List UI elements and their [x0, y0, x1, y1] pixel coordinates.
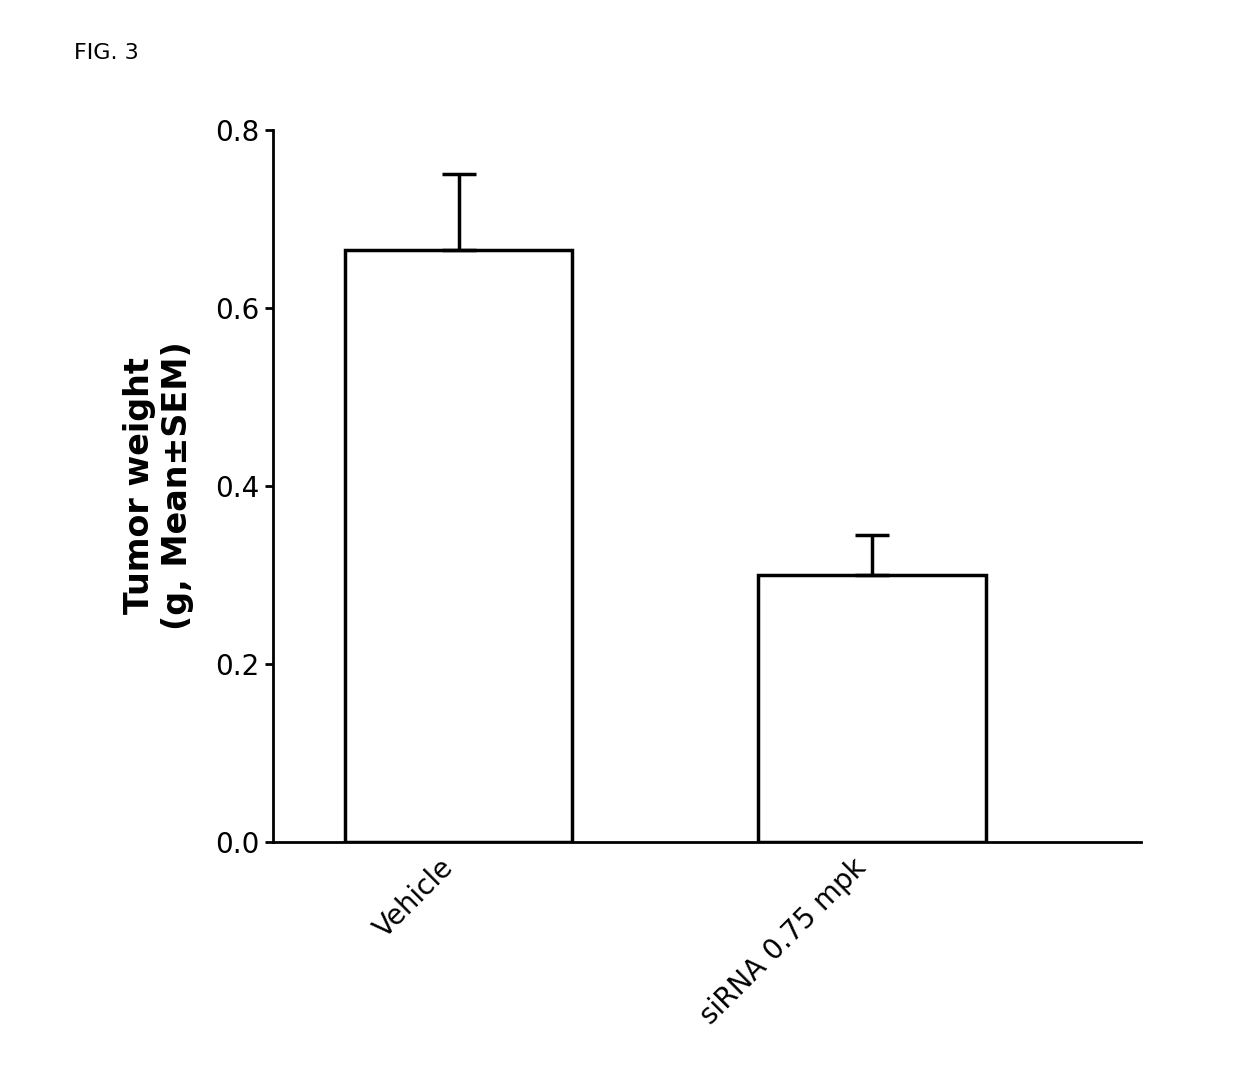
Y-axis label: Tumor weight
(g, Mean±SEM): Tumor weight (g, Mean±SEM) [123, 341, 195, 631]
Text: FIG. 3: FIG. 3 [74, 43, 139, 64]
Bar [345, 249, 573, 842]
Bar [759, 575, 986, 842]
